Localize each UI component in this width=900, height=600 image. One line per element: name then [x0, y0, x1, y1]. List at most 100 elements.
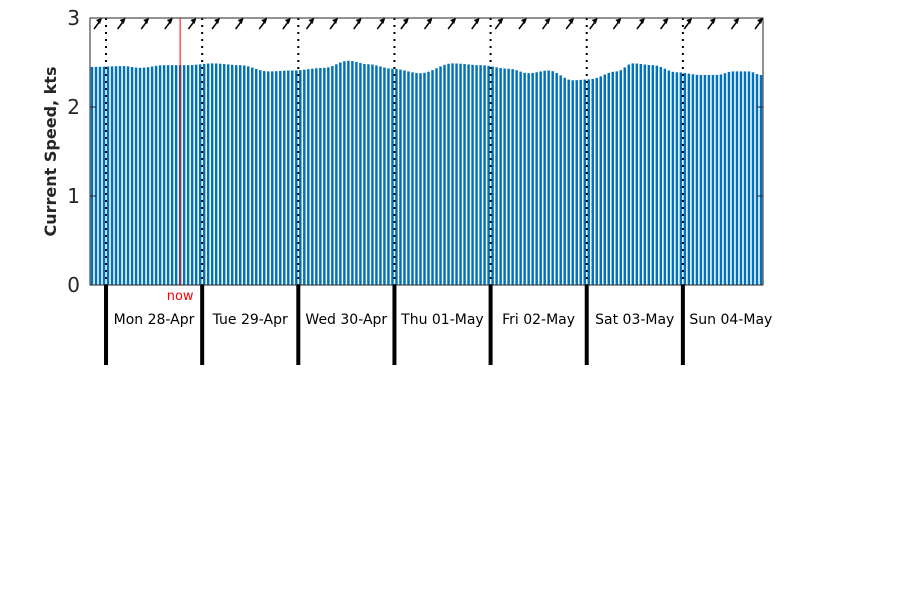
- bar: [174, 65, 178, 285]
- now-label: now: [167, 289, 194, 304]
- bar: [363, 63, 366, 285]
- direction-arrow: [636, 18, 645, 30]
- bar: [531, 72, 534, 286]
- direction-arrow: [164, 18, 173, 30]
- bar: [447, 63, 450, 286]
- bar: [399, 69, 402, 285]
- bar: [611, 71, 615, 285]
- direction-arrow: [117, 18, 126, 30]
- bar: [234, 65, 238, 285]
- bar: [527, 73, 530, 286]
- direction-arrow: [541, 18, 551, 30]
- bar: [475, 65, 478, 285]
- direction-arrow: [376, 18, 386, 30]
- bar: [631, 63, 635, 285]
- bar: [435, 68, 438, 285]
- bar: [162, 65, 166, 285]
- direction-arrow: [93, 18, 102, 30]
- bar: [595, 77, 598, 286]
- bar: [210, 63, 214, 285]
- direction-arrow: [754, 18, 763, 30]
- bar: [695, 74, 699, 285]
- bar: [118, 66, 122, 285]
- bar: [351, 61, 354, 286]
- bar: [455, 63, 458, 286]
- bar: [751, 72, 755, 285]
- bar: [687, 73, 691, 286]
- bar: [251, 67, 254, 285]
- direction-arrow: [447, 18, 457, 30]
- bar: [202, 63, 206, 285]
- bar: [407, 71, 410, 285]
- bar: [679, 72, 683, 285]
- direction-arrow: [659, 18, 669, 30]
- bar: [154, 65, 158, 285]
- direction-arrow: [565, 18, 575, 30]
- bar: [539, 71, 542, 286]
- bar: [395, 68, 398, 285]
- bar: [138, 67, 142, 285]
- bar: [563, 77, 566, 285]
- bar: [707, 74, 711, 286]
- y-axis-ticks: 0 1 2 3: [67, 6, 763, 297]
- bar: [150, 66, 154, 285]
- bar: [323, 67, 326, 285]
- bar: [487, 65, 490, 285]
- bar: [287, 70, 290, 285]
- bar: [643, 64, 647, 285]
- bar: [483, 65, 486, 285]
- bar: [619, 70, 623, 285]
- bar: [375, 65, 378, 285]
- bar: [242, 65, 246, 285]
- bar: [315, 68, 318, 285]
- bar: [190, 65, 194, 285]
- bar: [130, 66, 134, 285]
- bar: [134, 67, 138, 285]
- bar: [427, 71, 430, 285]
- bar: [663, 68, 667, 285]
- bar: [255, 68, 258, 285]
- bar: [246, 66, 250, 285]
- bar: [723, 73, 727, 286]
- bar: [511, 69, 514, 286]
- bar: [543, 70, 546, 285]
- bar: [126, 66, 130, 285]
- bar: [547, 70, 550, 285]
- bar: [114, 66, 118, 285]
- bar: [587, 79, 590, 285]
- bar: [94, 66, 98, 285]
- bar: [423, 72, 426, 285]
- bar: [146, 67, 150, 285]
- bar: [731, 71, 735, 286]
- bar: [439, 66, 442, 285]
- bar: [226, 64, 230, 285]
- bar: [206, 63, 210, 286]
- bar: [719, 74, 723, 285]
- bar: [218, 63, 222, 286]
- direction-arrow: [353, 18, 362, 30]
- day-divider-lines: [105, 18, 684, 285]
- bar: [711, 74, 715, 286]
- direction-arrow: [589, 18, 598, 30]
- bar: [451, 63, 454, 285]
- bar: [603, 74, 606, 285]
- direction-arrow: [211, 18, 221, 30]
- direction-arrow: [235, 18, 244, 30]
- bar: [743, 71, 747, 286]
- bar: [347, 60, 350, 285]
- bar: [747, 71, 751, 286]
- bar: [102, 66, 106, 286]
- bar: [567, 79, 570, 285]
- bar: [291, 70, 294, 285]
- bar: [699, 74, 703, 286]
- bar: [627, 64, 631, 285]
- bar: [691, 74, 695, 285]
- direction-arrow: [494, 18, 504, 30]
- bar: [182, 65, 186, 285]
- bar: [319, 67, 322, 285]
- bar: [499, 68, 502, 285]
- bar: [607, 72, 611, 285]
- direction-arrows: [93, 18, 763, 30]
- bar: [419, 73, 422, 286]
